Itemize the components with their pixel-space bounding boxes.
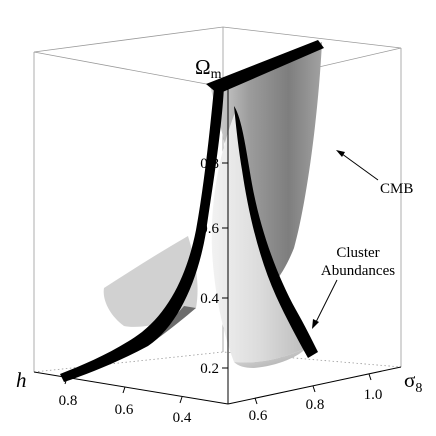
sigma8-tick-0.6: [254, 397, 258, 405]
annotation-cmb: CMB: [336, 150, 413, 197]
intersection-bands: [60, 40, 324, 382]
h-axis-title: h: [16, 368, 27, 392]
clusters-arrow-line: [313, 279, 338, 327]
omega-tick-label: 0.8: [200, 156, 219, 172]
omega-tick-label: 0.2: [200, 361, 219, 377]
clusters-arrow-head: [312, 319, 319, 329]
sigma8-axis-title: σ8: [404, 368, 422, 396]
band-right-curve: [234, 106, 318, 358]
sigma8-tick-labels: 0.6 0.8 1.0: [249, 387, 383, 424]
sigma8-tick-0.8: [312, 385, 316, 393]
omega-tick-label: 0.6: [200, 221, 219, 237]
cmb-arrow-head: [336, 150, 345, 157]
h-tick-0.4: [179, 396, 183, 404]
omega-axis-title: Ωm: [195, 55, 222, 82]
omega-axis-subscript: m: [211, 67, 222, 82]
h-tick-label: 0.8: [59, 393, 78, 409]
cmb-surface-main: [210, 42, 322, 300]
h-tick-0.8: [64, 377, 68, 385]
cmb-arrow-line: [337, 150, 379, 181]
sigma8-tick-label: 0.8: [306, 397, 325, 413]
h-tick-0.6: [122, 386, 126, 394]
sigma8-ticks: [254, 373, 372, 405]
sigma8-tick-label: 0.6: [249, 408, 268, 424]
cmb-label: CMB: [380, 181, 413, 197]
clusters-label-line2: Abundances: [321, 263, 395, 279]
omega-tick-label: 0.4: [200, 291, 219, 307]
omega-tick-labels: 0.2 0.4 0.6 0.8: [200, 156, 219, 377]
sigma8-tick-1.0: [368, 373, 372, 381]
h-tick-label: 0.4: [173, 410, 192, 426]
sigma8-axis-subscript: 8: [415, 381, 422, 396]
h-ticks: [64, 377, 183, 404]
box-floor-back: [33, 351, 402, 373]
sigma8-tick-label: 1.0: [364, 387, 383, 403]
band-top-sheet: [206, 40, 324, 94]
h-tick-label: 0.6: [115, 402, 134, 418]
sigma8-axis-line: [227, 366, 402, 405]
h-tick-labels: 0.8 0.6 0.4: [59, 393, 192, 426]
omega-ticks: [222, 162, 228, 369]
clusters-label-line1: Cluster: [336, 245, 379, 261]
cluster-floor-shadow: [234, 348, 306, 368]
annotation-clusters: Cluster Abundances: [312, 245, 395, 329]
